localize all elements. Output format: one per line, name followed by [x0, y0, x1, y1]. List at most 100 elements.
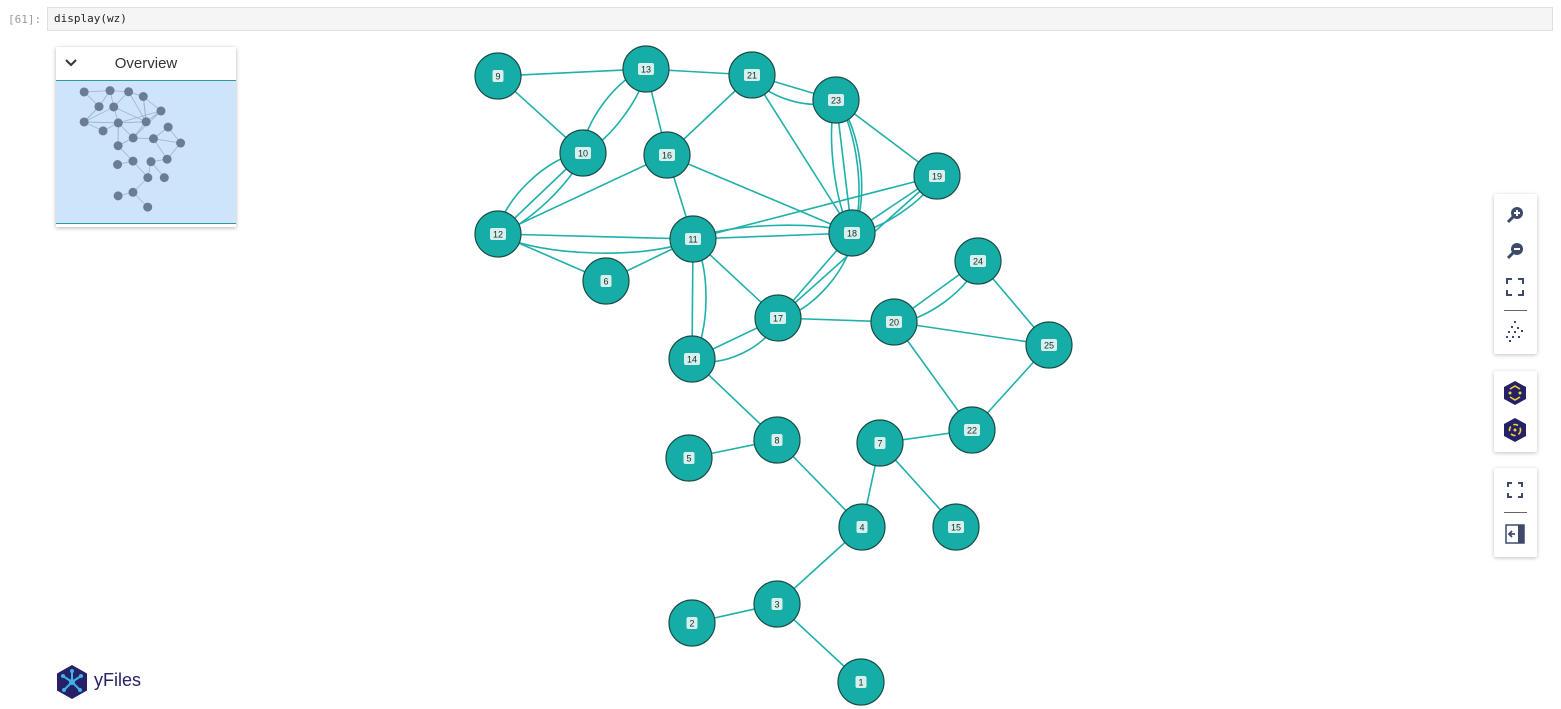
node-label-box	[874, 437, 886, 449]
fullscreen-icon[interactable]	[1499, 475, 1531, 505]
node-label-box	[659, 149, 675, 161]
overview-node	[163, 122, 173, 132]
node-label: 3	[774, 600, 779, 610]
graph-node-5[interactable]: 5	[665, 434, 713, 482]
overview-node	[162, 154, 172, 164]
edge-11-18-bundle[interactable]	[692, 224, 853, 240]
node-label: 13	[641, 65, 651, 75]
node-label: 24	[973, 257, 983, 267]
node-label: 15	[951, 523, 961, 533]
chevron-down-icon[interactable]	[64, 55, 78, 69]
overview-node	[98, 126, 108, 136]
edge-12-11-bundle[interactable]	[497, 233, 694, 254]
node-label: 12	[493, 230, 503, 240]
overview-node	[148, 134, 158, 144]
layout-icon[interactable]	[1499, 378, 1531, 408]
graph-node-11[interactable]: 11	[669, 215, 717, 263]
overview-node	[109, 102, 119, 112]
node-label-box	[685, 233, 701, 245]
overview-node	[176, 138, 186, 148]
overview-edge	[113, 106, 147, 123]
node-label-box	[492, 70, 504, 82]
graph-node-24[interactable]: 24	[954, 237, 1002, 285]
edge-11-19[interactable]	[692, 175, 938, 240]
node-label: 6	[603, 277, 608, 287]
overview-edge	[84, 121, 119, 124]
overview-node	[159, 173, 169, 183]
graph-node-21[interactable]: 21	[728, 51, 776, 99]
node-label: 14	[687, 355, 697, 365]
zoom-out-icon[interactable]	[1499, 236, 1531, 266]
graph-node-3[interactable]: 3	[753, 580, 801, 628]
graph-node-16[interactable]: 16	[643, 131, 691, 179]
overview-node	[138, 92, 148, 101]
node-label-box	[929, 170, 945, 182]
graph-node-17[interactable]: 17	[754, 294, 802, 342]
overview-node	[143, 173, 153, 183]
overview-node	[79, 87, 89, 97]
graph-node-13[interactable]: 13	[622, 45, 670, 93]
overview-panel: Overview	[56, 47, 236, 227]
overview-title: Overview	[114, 55, 178, 72]
overview-node	[124, 87, 134, 97]
node-label-box	[948, 521, 964, 533]
graph-node-15[interactable]: 15	[932, 503, 980, 551]
overview-toggle-icon[interactable]	[1499, 316, 1531, 346]
code-cell-input[interactable]: display(wz)	[47, 7, 1553, 31]
overview-node	[105, 86, 115, 96]
overview-header[interactable]: Overview	[56, 47, 236, 81]
graph-node-7[interactable]: 7	[856, 419, 904, 467]
graph-node-6[interactable]: 6	[582, 257, 630, 305]
node-label: 9	[495, 72, 500, 82]
graph-node-4[interactable]: 4	[838, 503, 886, 551]
graph-node-12[interactable]: 12	[474, 210, 522, 258]
graph-node-25[interactable]: 25	[1025, 321, 1073, 369]
overview-node	[113, 160, 123, 170]
overview-node	[141, 117, 151, 127]
node-label-box	[886, 316, 902, 328]
sidebar-toggle-icon[interactable]	[1499, 519, 1531, 549]
overview-node	[113, 191, 123, 201]
overview-canvas[interactable]	[56, 81, 236, 224]
overview-node	[113, 141, 123, 151]
graph-node-22[interactable]: 22	[948, 406, 996, 454]
graph-node-23[interactable]: 23	[812, 76, 860, 124]
graph-node-20[interactable]: 20	[870, 298, 918, 346]
graph-node-9[interactable]: 9	[474, 52, 522, 100]
node-label: 19	[932, 172, 942, 182]
node-label-box	[490, 228, 506, 240]
node-label-box	[1041, 339, 1057, 351]
graph-node-2[interactable]: 2	[668, 599, 716, 647]
node-label: 2	[689, 619, 694, 629]
node-label-box	[600, 275, 612, 287]
graph-node-10[interactable]: 10	[559, 129, 607, 177]
layout-toolbar	[1494, 371, 1537, 452]
yfiles-logo[interactable]: yFiles	[55, 664, 155, 700]
node-label: 16	[662, 151, 672, 161]
node-label: 18	[847, 229, 857, 239]
zoom-in-icon[interactable]	[1499, 200, 1531, 230]
overview-edge	[128, 91, 147, 122]
node-label: 25	[1044, 341, 1054, 351]
layout-radial-icon[interactable]	[1499, 415, 1531, 445]
edge-11-18[interactable]	[692, 232, 853, 240]
node-label: 1	[858, 678, 863, 688]
node-label-box	[964, 424, 980, 436]
graph-node-18[interactable]: 18	[828, 209, 876, 257]
toolbar-separator	[1504, 310, 1527, 311]
graph-node-19[interactable]: 19	[913, 152, 961, 200]
fit-content-icon[interactable]	[1499, 272, 1531, 302]
overview-node	[113, 118, 123, 128]
zoom-toolbar	[1494, 194, 1537, 354]
edge-12-11[interactable]	[497, 233, 694, 240]
graph-node-1[interactable]: 1	[837, 658, 885, 706]
node-label: 21	[747, 71, 757, 81]
graph-node-14[interactable]: 14	[668, 335, 716, 383]
node-label-box	[575, 147, 591, 159]
overview-node	[79, 117, 89, 127]
overview-minimap	[79, 86, 186, 212]
node-label-box	[844, 227, 860, 239]
overview-edge	[153, 138, 181, 144]
graph-node-8[interactable]: 8	[753, 416, 801, 464]
